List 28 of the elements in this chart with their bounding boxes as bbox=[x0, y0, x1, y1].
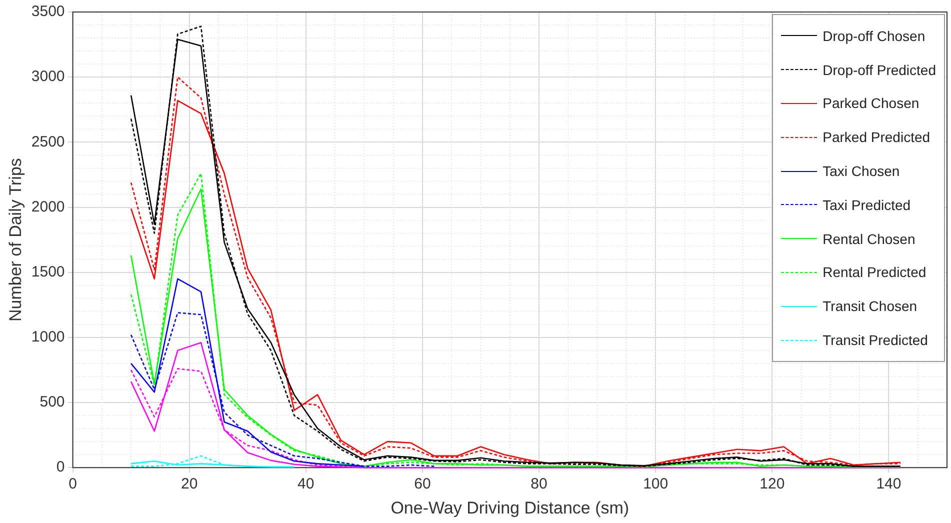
x-axis-title: One-Way Driving Distance (sm) bbox=[390, 498, 630, 518]
legend-label: Drop-off Predicted bbox=[822, 62, 936, 78]
legend-label: Taxi Chosen bbox=[822, 163, 900, 180]
x-tick-label: 140 bbox=[876, 476, 902, 493]
x-tick-label: 0 bbox=[68, 476, 77, 493]
y-tick-label: 0 bbox=[56, 458, 65, 476]
y-axis-title: Number of Daily Trips bbox=[6, 158, 25, 322]
legend-label: Drop-off Chosen bbox=[822, 28, 926, 44]
legend-label: Transit Predicted bbox=[822, 332, 928, 348]
x-tick-label: 20 bbox=[180, 476, 198, 493]
y-tick-label: 3500 bbox=[31, 3, 65, 20]
x-tick-label: 80 bbox=[530, 476, 548, 493]
y-tick-label: 500 bbox=[40, 394, 65, 411]
legend-label: Rental Predicted bbox=[822, 264, 926, 280]
x-tick-label: 120 bbox=[760, 476, 785, 493]
x-tick-label: 60 bbox=[414, 476, 431, 493]
x-tick-label: 100 bbox=[643, 476, 668, 493]
legend-label: Transit Chosen bbox=[822, 298, 918, 314]
y-tick-label: 2000 bbox=[31, 198, 65, 216]
y-tick-label: 1000 bbox=[31, 328, 65, 346]
y-tick-label: 2500 bbox=[31, 133, 65, 150]
x-tick-label: 40 bbox=[298, 476, 314, 493]
y-tick-label: 1500 bbox=[31, 263, 65, 280]
legend-label: Taxi Predicted bbox=[822, 196, 911, 213]
legend-label: Parked Predicted bbox=[822, 129, 930, 146]
legend-label: Rental Chosen bbox=[822, 230, 916, 247]
y-tick-label: 3000 bbox=[31, 68, 65, 86]
legend-label: Parked Chosen bbox=[822, 95, 920, 112]
